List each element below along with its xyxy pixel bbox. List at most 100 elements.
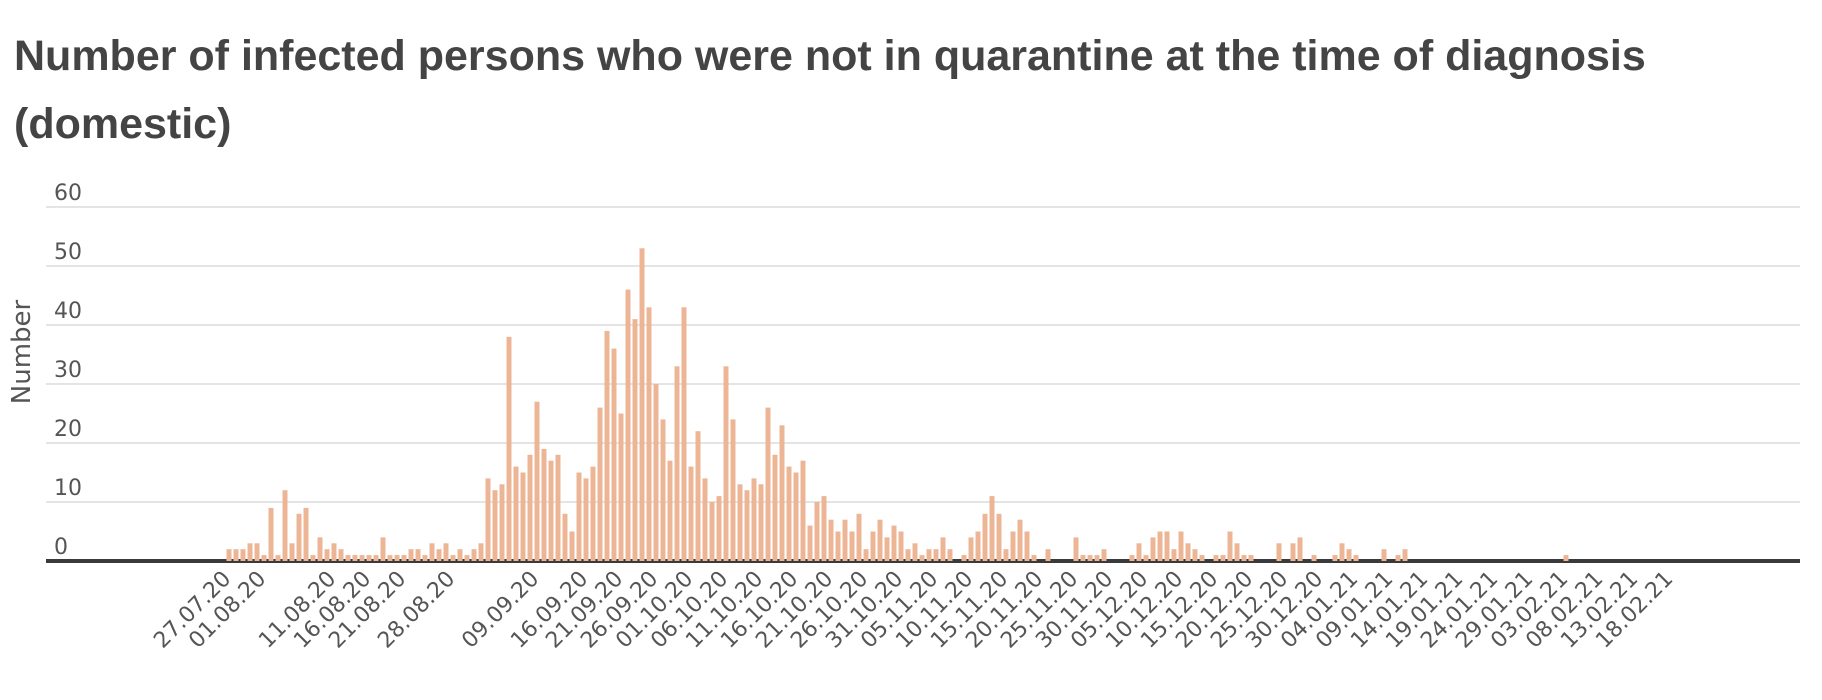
bar-56 — [618, 413, 624, 561]
bar-14 — [324, 549, 330, 561]
bar-38 — [492, 490, 498, 561]
y-axis: 0 10 20 30 40 50 60 — [54, 181, 82, 560]
bar-3 — [247, 543, 253, 561]
y-tick-label-60: 60 — [54, 181, 82, 206]
bar-70 — [716, 496, 722, 561]
bar-53 — [597, 407, 603, 561]
bar-142 — [1220, 555, 1226, 561]
bar-108 — [982, 513, 988, 561]
bar-50 — [576, 472, 582, 561]
y-tick-label-10: 10 — [54, 476, 82, 501]
bar-107 — [975, 531, 981, 561]
bar-81 — [793, 472, 799, 561]
bar-75 — [751, 478, 757, 561]
bar-4 — [254, 543, 260, 561]
bar-31 — [443, 543, 449, 561]
bar-83 — [807, 525, 813, 561]
bar-62 — [660, 419, 666, 561]
bar-63 — [667, 460, 673, 561]
bar-60 — [646, 307, 652, 561]
bar-152 — [1290, 543, 1296, 561]
bar-55 — [611, 348, 617, 561]
bar-94 — [884, 537, 890, 561]
bar-29 — [429, 543, 435, 561]
bar-5 — [261, 555, 267, 561]
bar-138 — [1192, 549, 1198, 561]
bar-58 — [632, 319, 638, 561]
bar-132 — [1150, 537, 1156, 561]
bar-122 — [1080, 555, 1086, 561]
bar-79 — [779, 425, 785, 561]
bar-10 — [296, 513, 302, 561]
bar-49 — [569, 531, 575, 561]
bar-191 — [1563, 555, 1569, 561]
bar-150 — [1276, 543, 1282, 561]
bar-165 — [1381, 549, 1387, 561]
bar-1 — [233, 549, 239, 561]
bar-135 — [1171, 549, 1177, 561]
bar-65 — [681, 307, 687, 561]
bar-13 — [317, 537, 323, 561]
bar-155 — [1311, 555, 1317, 561]
bar-20 — [366, 555, 372, 561]
bar-33 — [457, 549, 463, 561]
bar-112 — [1010, 531, 1016, 561]
bar-129 — [1129, 555, 1135, 561]
bar-47 — [555, 454, 561, 561]
bar-32 — [450, 555, 456, 561]
bar-158 — [1332, 555, 1338, 561]
bar-141 — [1213, 555, 1219, 561]
bar-61 — [653, 384, 659, 561]
bar-48 — [562, 513, 568, 561]
bar-153 — [1297, 537, 1303, 561]
bar-133 — [1157, 531, 1163, 561]
bar-35 — [471, 549, 477, 561]
bar-100 — [926, 549, 932, 561]
bar-11 — [303, 507, 309, 561]
bar-143 — [1227, 531, 1233, 561]
bar-16 — [338, 549, 344, 561]
bar-167 — [1395, 555, 1401, 561]
chart-title: Number of infected persons who were not … — [14, 32, 1646, 148]
bar-36 — [478, 543, 484, 561]
bar-98 — [912, 543, 918, 561]
bar-28 — [422, 555, 428, 561]
bar-80 — [786, 466, 792, 561]
bar-15 — [331, 543, 337, 561]
bar-137 — [1185, 543, 1191, 561]
bar-146 — [1248, 555, 1254, 561]
y-tick-label-50: 50 — [54, 240, 82, 265]
bar-64 — [674, 366, 680, 561]
bar-2 — [240, 549, 246, 561]
bar-125 — [1101, 549, 1107, 561]
bar-160 — [1346, 549, 1352, 561]
bar-111 — [1003, 549, 1009, 561]
bar-30 — [436, 549, 442, 561]
bar-43 — [527, 454, 533, 561]
bar-44 — [534, 401, 540, 561]
bar-88 — [842, 519, 848, 561]
bar-159 — [1339, 543, 1345, 561]
bar-78 — [772, 454, 778, 561]
bar-0 — [226, 549, 232, 561]
bar-69 — [709, 502, 715, 561]
bar-19 — [359, 555, 365, 561]
bar-144 — [1234, 543, 1240, 561]
bar-131 — [1143, 555, 1149, 561]
bar-99 — [919, 555, 925, 561]
bar-22 — [380, 537, 386, 561]
x-axis: 27.07.2001.08.2011.08.2016.08.2021.08.20… — [149, 567, 1678, 654]
bar-26 — [408, 549, 414, 561]
bar-117 — [1045, 549, 1051, 561]
bar-77 — [765, 407, 771, 561]
bar-21 — [373, 555, 379, 561]
bar-110 — [996, 513, 1002, 561]
bar-96 — [898, 531, 904, 561]
bar-71 — [723, 366, 729, 561]
bar-105 — [961, 555, 967, 561]
y-tick-label-0: 0 — [54, 535, 68, 560]
bar-76 — [758, 484, 764, 561]
bar-24 — [394, 555, 400, 561]
bar-68 — [702, 478, 708, 561]
bar-134 — [1164, 531, 1170, 561]
